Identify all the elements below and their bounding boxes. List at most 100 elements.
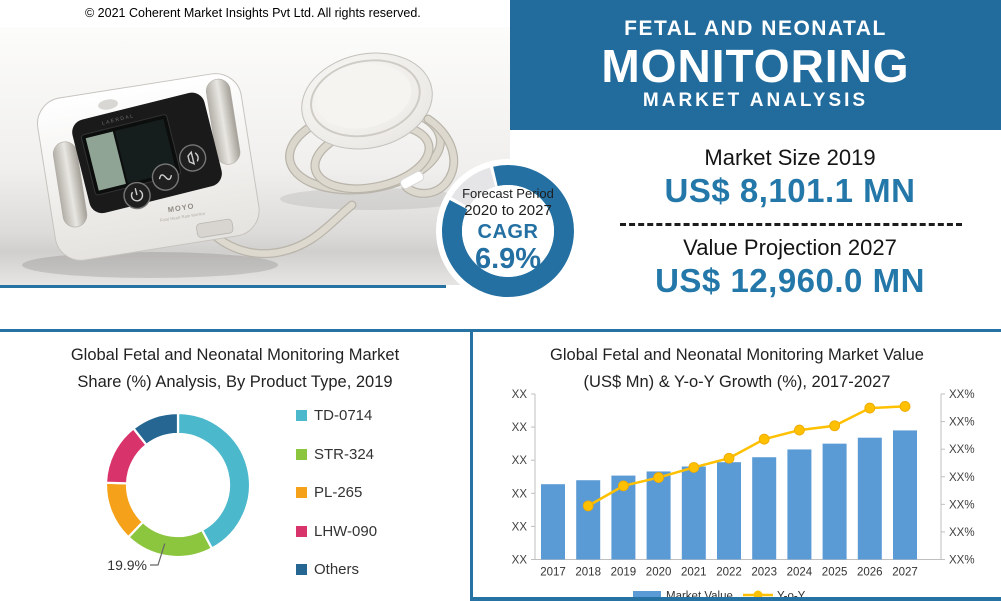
x-axis-label-2024: 2024: [787, 567, 813, 579]
right-axis-tick-label: XX%: [949, 444, 975, 456]
copyright-text: © 2021 Coherent Market Insights Pvt Ltd.…: [85, 6, 421, 20]
legend-label: STR-324: [314, 445, 375, 463]
legend-swatch-icon: [296, 448, 307, 460]
market-size-value: US$ 8,101.1 MN: [664, 172, 916, 209]
donut-slice-others: [131, 411, 180, 447]
yoy-marker: [617, 480, 629, 492]
left-axis-tick-label: XX: [512, 389, 528, 401]
header-title-line1: FETAL AND NEONATAL: [624, 17, 887, 41]
right-axis-tick-label: XX%: [949, 499, 975, 511]
legend-swatch-icon: [296, 487, 307, 499]
bar-2027: [893, 430, 917, 560]
x-axis-label-2017: 2017: [540, 567, 566, 579]
yoy-marker: [723, 452, 735, 464]
pie-chart-title: Global Fetal and Neonatal Monitoring Mar…: [0, 342, 470, 396]
header-title-block: FETAL AND NEONATAL MONITORING MARKET ANA…: [510, 0, 1001, 130]
market-stats: Market Size 2019 US$ 8,101.1 MN Value Pr…: [585, 130, 995, 300]
header-title-line3: MARKET ANALYSIS: [642, 89, 869, 111]
device-led: [98, 99, 118, 110]
yoy-marker: [653, 472, 665, 483]
left-axis-tick-label: XX: [512, 422, 528, 434]
left-axis-tick-label: XX: [512, 521, 528, 533]
left-axis-tick-label: XX: [512, 555, 528, 567]
right-axis-tick-label: XX%: [949, 472, 975, 484]
bar-2023: [752, 457, 777, 560]
donut-legend-item-str-324: STR-324: [296, 446, 374, 463]
donut-slice-str-324: [126, 520, 214, 559]
right-axis-tick-label: XX%: [949, 417, 975, 429]
legend-label: Others: [314, 561, 360, 579]
cagr-label: CAGR: [477, 220, 539, 243]
cable-clip: [399, 170, 425, 190]
market-size-label: Market Size 2019: [704, 145, 876, 170]
donut-annotation-label: 19.9%: [107, 557, 147, 573]
donut-legend-item-lhw-090: LHW-090: [296, 523, 377, 540]
legend-label: PL-265: [314, 484, 363, 502]
bar-line-chart: XX XX XX XX XX XX XX% XX% XX% XX% XX% XX% XX% 2017 201…: [512, 389, 975, 601]
x-axis-label-2021: 2021: [681, 567, 707, 579]
yoy-marker: [793, 424, 805, 436]
legend-swatch-icon: [296, 564, 307, 576]
forecast-period-label: Forecast Period: [462, 186, 554, 202]
value-projection-value: US$ 12,960.0 MN: [655, 262, 925, 299]
x-axis-label-2018: 2018: [575, 567, 601, 579]
photo-underline: [0, 285, 446, 288]
bar-2018: [576, 480, 601, 560]
right-axis-tick-label: XX%: [949, 389, 975, 401]
donut-legend-item-others: Others: [296, 561, 359, 578]
bar-2017: [541, 484, 565, 560]
x-axis-label-2020: 2020: [646, 567, 672, 579]
combo-chart-title-line1: Global Fetal and Neonatal Monitoring Mar…: [550, 346, 924, 364]
combo-chart-title-line2: (US$ Mn) & Y-o-Y Growth (%), 2017-2027: [583, 373, 891, 391]
bar-2024: [787, 449, 812, 560]
device-model-text: MOYO: [167, 201, 195, 214]
yoy-marker: [582, 500, 594, 512]
forecast-period-range: 2020 to 2027: [464, 201, 552, 219]
header-title-line2: MONITORING: [601, 39, 910, 92]
badge-ring-blue-arc: [442, 165, 574, 297]
device-screen-content: [85, 131, 126, 191]
device-cable-port: [196, 218, 234, 238]
bar-2025: [822, 443, 847, 560]
bar-2020: [646, 471, 671, 560]
cagr-badge-ring: [436, 159, 580, 303]
right-axis-tick-label: XX%: [949, 527, 975, 539]
pie-chart-title-line1: Global Fetal and Neonatal Monitoring Mar…: [70, 346, 400, 364]
x-axis-label-2019: 2019: [611, 567, 637, 579]
legend-swatch-icon: [296, 410, 307, 421]
vertical-divider: [470, 330, 473, 601]
device-shadow: [22, 252, 278, 278]
horizontal-divider: [0, 329, 1001, 332]
value-projection-label: Value Projection 2027: [683, 235, 897, 260]
bar-2021: [681, 466, 706, 560]
legend-label: LHW-090: [314, 522, 378, 540]
bar-2026: [857, 437, 882, 560]
yoy-line: [587, 405, 906, 507]
donut-annotation-leader: [150, 543, 166, 566]
donut-chart: 19.9%: [104, 411, 252, 573]
cagr-badge-text: Forecast Period 2020 to 2027 CAGR 6.9%: [436, 159, 580, 303]
x-axis-label-2022: 2022: [716, 567, 742, 579]
legend-line-label: Y-o-Y: [777, 591, 806, 601]
product-photo: LAERDAL MOYO Fetal Heart Rate Monitor: [0, 27, 510, 285]
legend-bar-label: Market Value: [666, 591, 733, 601]
combo-chart-title: Global Fetal and Neonatal Monitoring Mar…: [473, 342, 1001, 396]
device-buttons: [123, 144, 207, 210]
combo-chart-panel: Global Fetal and Neonatal Monitoring Mar…: [473, 333, 1001, 601]
badge-ring-light-arc: [451, 167, 496, 208]
yoy-marker: [899, 401, 911, 412]
donut-slice-td-0714: [176, 411, 252, 551]
left-axis-tick-label: XX: [512, 455, 528, 467]
donut-legend-item-td-0714: TD-0714: [296, 407, 372, 424]
cagr-value: 6.9%: [474, 242, 542, 275]
device-grille-left: [52, 141, 88, 228]
right-axis-tick-label: XX%: [949, 555, 975, 567]
x-axis-label-2023: 2023: [751, 567, 777, 579]
x-axis-label-2027: 2027: [892, 567, 918, 579]
transducer-probe: [301, 52, 433, 150]
probe-cable-tail: [401, 114, 459, 198]
device-faceplate: LAERDAL: [72, 92, 222, 214]
yoy-marker: [758, 433, 770, 445]
stats-dashed-divider: [620, 223, 962, 226]
